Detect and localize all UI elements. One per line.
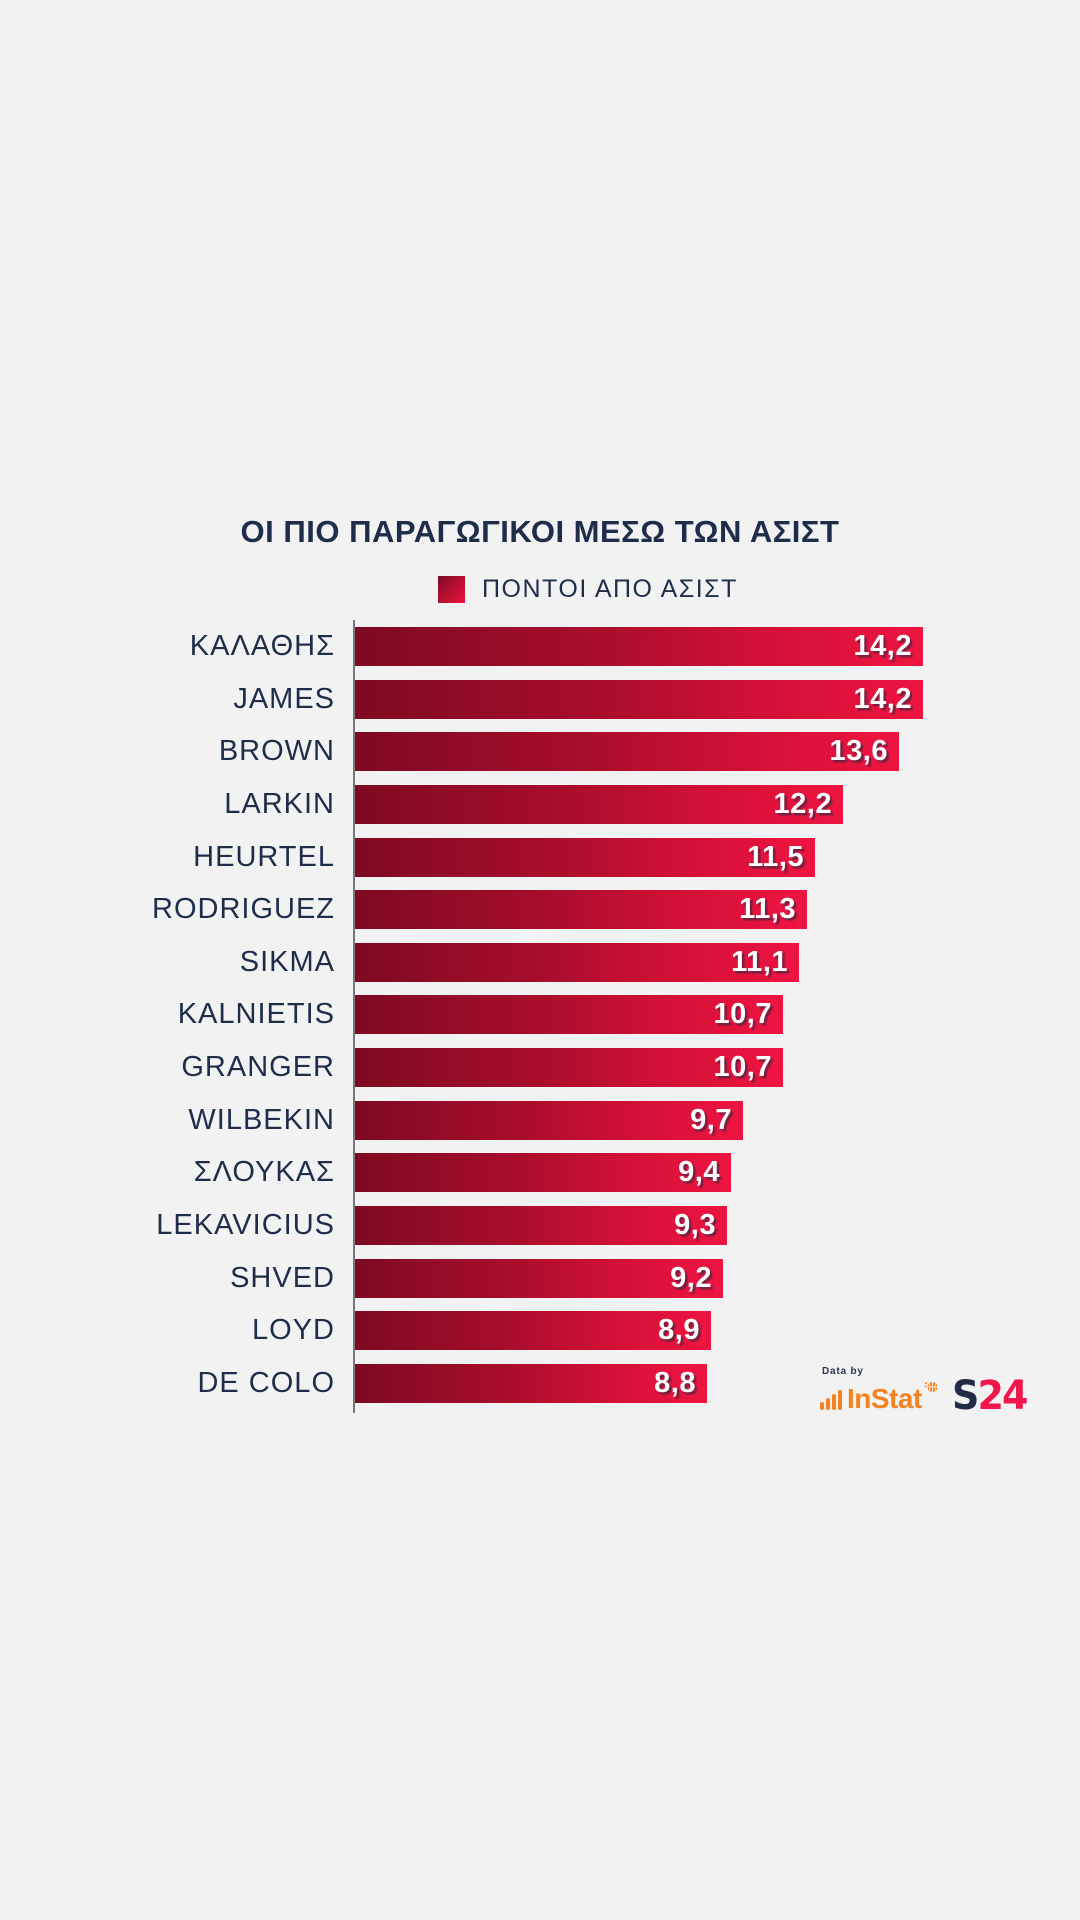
chart-row: JAMES 14,2 bbox=[0, 679, 1080, 719]
bar-value-label: 14,2 bbox=[853, 630, 912, 662]
bar-value-label: 11,5 bbox=[747, 840, 804, 873]
s24-logo: S24 bbox=[952, 1376, 1028, 1416]
bar: 14,2 bbox=[355, 627, 923, 666]
bar: 13,6 bbox=[355, 732, 899, 772]
s24-letter-s: S bbox=[951, 1373, 979, 1420]
player-label: GRANGER bbox=[181, 1051, 335, 1084]
bar: 14,2 bbox=[355, 679, 923, 719]
chart-row: HEURTEL 11,5 bbox=[0, 837, 1080, 877]
bar-value-label: 13,6 bbox=[829, 735, 888, 768]
chart-row: ΣΛΟΥΚΑΣ 9,4 bbox=[0, 1153, 1080, 1193]
bar-chart-icon bbox=[820, 1390, 844, 1410]
chart-row: ΚΑΛΑΘΗΣ 14,2 bbox=[0, 627, 1080, 666]
legend-swatch-icon bbox=[438, 576, 465, 603]
bar: 11,1 bbox=[355, 942, 799, 982]
chart-row: LEKAVICIUS 9,3 bbox=[0, 1206, 1080, 1246]
player-label: LARKIN bbox=[224, 787, 335, 820]
chart-row: KALNIETIS 10,7 bbox=[0, 995, 1080, 1035]
player-label: LOYD bbox=[252, 1314, 335, 1347]
player-label: WILBEKIN bbox=[188, 1103, 335, 1136]
bar-value-label: 9,7 bbox=[690, 1103, 732, 1136]
bar: 10,7 bbox=[355, 995, 783, 1035]
chart-title: ΟΙ ΠΙΟ ΠΑΡΑΓΩΓΙΚΟΙ ΜΕΣΩ ΤΩΝ ΑΣΙΣΤ bbox=[240, 514, 840, 549]
bar: 9,4 bbox=[355, 1153, 731, 1193]
chart-row: LOYD 8,9 bbox=[0, 1311, 1080, 1351]
bar-value-label: 12,2 bbox=[773, 787, 832, 820]
bar-value-label: 9,4 bbox=[678, 1156, 720, 1189]
chart-row: SIKMA 11,1 bbox=[0, 942, 1080, 982]
chart-row: BROWN 13,6 bbox=[0, 732, 1080, 772]
player-label: RODRIGUEZ bbox=[152, 893, 335, 926]
bar-value-label: 11,3 bbox=[739, 893, 796, 926]
chart-row: SHVED 9,2 bbox=[0, 1258, 1080, 1298]
chart-row: DE COLO 8,8 bbox=[0, 1363, 1080, 1403]
legend: ΠΟΝΤΟΙ ΑΠΟ ΑΣΙΣΤ bbox=[438, 575, 738, 604]
bar-value-label: 10,7 bbox=[713, 998, 772, 1031]
bar-value-label: 9,2 bbox=[670, 1261, 712, 1294]
player-label: ΚΑΛΑΘΗΣ bbox=[189, 630, 335, 662]
chart-row: LARKIN 12,2 bbox=[0, 784, 1080, 824]
y-axis-line bbox=[353, 620, 355, 1413]
instat-wordmark: InStat bbox=[847, 1383, 922, 1414]
player-label: ΣΛΟΥΚΑΣ bbox=[193, 1156, 335, 1189]
legend-label: ΠΟΝΤΟΙ ΑΠΟ ΑΣΙΣΤ bbox=[482, 575, 738, 603]
bar-value-label: 8,9 bbox=[658, 1314, 700, 1347]
bar: 11,5 bbox=[355, 837, 815, 877]
s24-number-24: 24 bbox=[977, 1373, 1028, 1420]
bar-value-label: 9,3 bbox=[674, 1209, 716, 1242]
player-label: BROWN bbox=[218, 735, 335, 768]
player-label: HEURTEL bbox=[193, 840, 335, 873]
bar: 10,7 bbox=[355, 1048, 783, 1088]
basketball-icon bbox=[924, 1380, 938, 1399]
bar: 8,9 bbox=[355, 1311, 711, 1351]
player-label: DE COLO bbox=[197, 1366, 335, 1399]
bar-value-label: 11,1 bbox=[731, 945, 788, 978]
bar: 9,3 bbox=[355, 1206, 727, 1246]
bar: 12,2 bbox=[355, 784, 843, 824]
bar: 9,7 bbox=[355, 1100, 743, 1140]
player-label: JAMES bbox=[233, 682, 335, 715]
player-label: KALNIETIS bbox=[177, 998, 335, 1031]
branding: Data by InStat S24 bbox=[820, 1366, 1030, 1416]
chart-row: GRANGER 10,7 bbox=[0, 1048, 1080, 1088]
chart-row: WILBEKIN 9,7 bbox=[0, 1100, 1080, 1140]
bar: 11,3 bbox=[355, 890, 807, 930]
bar-value-label: 8,8 bbox=[654, 1366, 696, 1399]
bar: 9,2 bbox=[355, 1258, 723, 1298]
bar-value-label: 10,7 bbox=[713, 1051, 772, 1084]
bar: 8,8 bbox=[355, 1363, 707, 1403]
player-label: SIKMA bbox=[239, 945, 335, 978]
player-label: LEKAVICIUS bbox=[156, 1209, 335, 1242]
player-label: SHVED bbox=[230, 1261, 335, 1294]
data-by-label: Data by bbox=[822, 1366, 864, 1377]
chart-row: RODRIGUEZ 11,3 bbox=[0, 890, 1080, 930]
bar-value-label: 14,2 bbox=[853, 682, 912, 715]
instat-logo: Data by InStat bbox=[820, 1366, 938, 1413]
chart-rows: ΚΑΛΑΘΗΣ 14,2 JAMES 14,2 BROWN 13,6 LARKI… bbox=[0, 627, 1080, 1417]
